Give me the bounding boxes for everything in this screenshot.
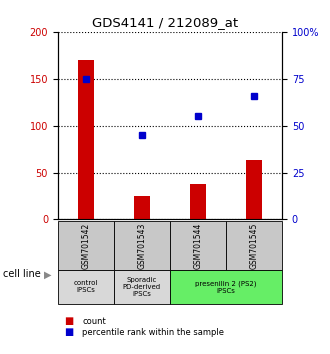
Text: GSM701543: GSM701543 (137, 222, 147, 269)
Bar (114, 221, 170, 269)
Text: ▶: ▶ (44, 269, 51, 279)
Bar (170, 221, 226, 269)
Text: percentile rank within the sample: percentile rank within the sample (82, 327, 224, 337)
Text: GSM701545: GSM701545 (249, 222, 259, 269)
Text: count: count (82, 317, 106, 326)
Text: control
IPSCs: control IPSCs (74, 280, 98, 293)
Text: Sporadic
PD-derived
iPSCs: Sporadic PD-derived iPSCs (123, 277, 161, 297)
Bar (78, 60, 94, 219)
Bar (190, 184, 206, 219)
Bar (226, 221, 282, 269)
Bar (134, 196, 150, 219)
Text: GSM701544: GSM701544 (193, 222, 203, 269)
Bar (246, 160, 262, 219)
Bar (58, 221, 114, 269)
Bar (114, 269, 170, 304)
Bar (58, 269, 114, 304)
Text: cell line: cell line (3, 269, 41, 279)
Text: GDS4141 / 212089_at: GDS4141 / 212089_at (92, 16, 238, 29)
Text: presenilin 2 (PS2)
iPSCs: presenilin 2 (PS2) iPSCs (195, 280, 257, 294)
Bar (170, 269, 282, 304)
Text: ■: ■ (64, 316, 74, 326)
Text: GSM701542: GSM701542 (81, 222, 90, 268)
Text: ■: ■ (64, 327, 74, 337)
